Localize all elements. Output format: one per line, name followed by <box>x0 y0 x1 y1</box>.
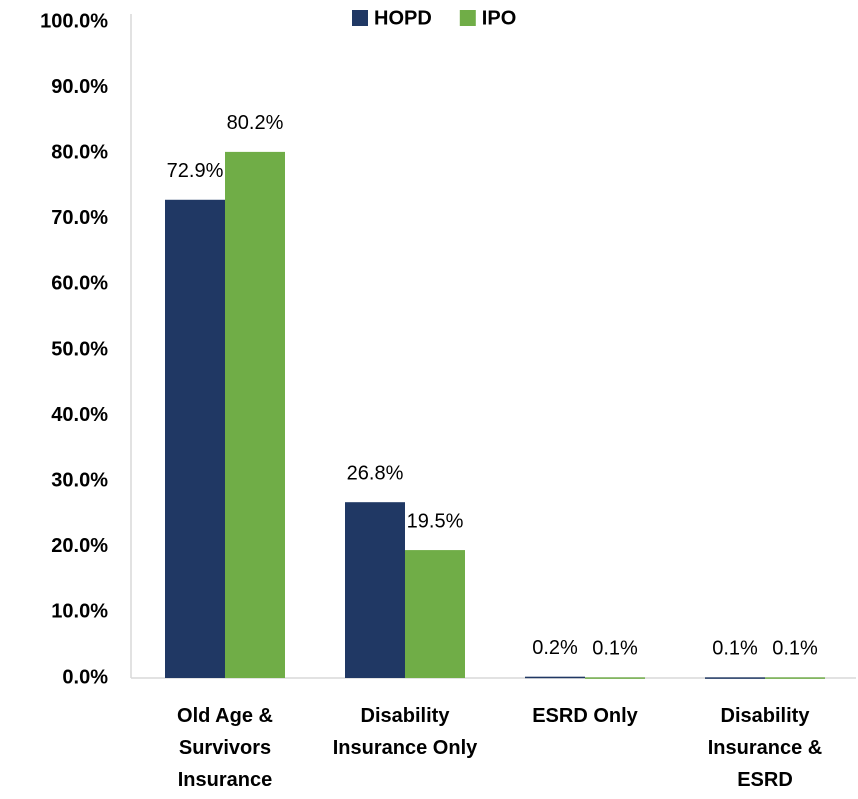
x-tick-label: Old Age & Survivors Insurance <box>177 705 273 791</box>
y-tick-label: 80.0% <box>51 141 108 163</box>
bar <box>585 677 645 679</box>
bar <box>765 677 825 679</box>
x-tick-label: Disability Insurance & ESRD <box>708 705 822 791</box>
value-label: 80.2% <box>227 112 284 134</box>
value-label: 0.1% <box>772 638 818 660</box>
y-tick-label: 100.0% <box>40 10 108 32</box>
y-tick-label: 0.0% <box>62 666 108 688</box>
y-tick-label: 50.0% <box>51 338 108 360</box>
x-tick-label: Disability Insurance Only <box>333 705 478 759</box>
value-label: 72.9% <box>167 160 224 182</box>
legend-label: IPO <box>482 7 516 29</box>
value-label: 0.1% <box>592 638 638 660</box>
y-tick-label: 90.0% <box>51 76 108 98</box>
bar <box>405 550 465 678</box>
value-label: 19.5% <box>407 510 464 532</box>
bar <box>225 151 285 678</box>
y-tick-label: 70.0% <box>51 207 108 229</box>
legend-label: HOPD <box>374 7 432 29</box>
y-tick-label: 10.0% <box>51 601 108 623</box>
legend-swatch <box>352 10 368 26</box>
value-label: 26.8% <box>347 462 404 484</box>
bar <box>165 199 225 678</box>
value-label: 0.1% <box>712 638 758 660</box>
x-tick-label: ESRD Only <box>532 705 638 727</box>
bar <box>525 676 585 679</box>
y-tick-label: 30.0% <box>51 469 108 491</box>
legend-swatch <box>459 10 476 26</box>
bar <box>345 502 405 678</box>
y-tick-label: 20.0% <box>51 535 108 557</box>
y-tick-label: 60.0% <box>51 273 108 295</box>
value-label: 0.2% <box>532 637 578 659</box>
y-tick-label: 40.0% <box>51 404 108 426</box>
bar <box>705 677 765 679</box>
